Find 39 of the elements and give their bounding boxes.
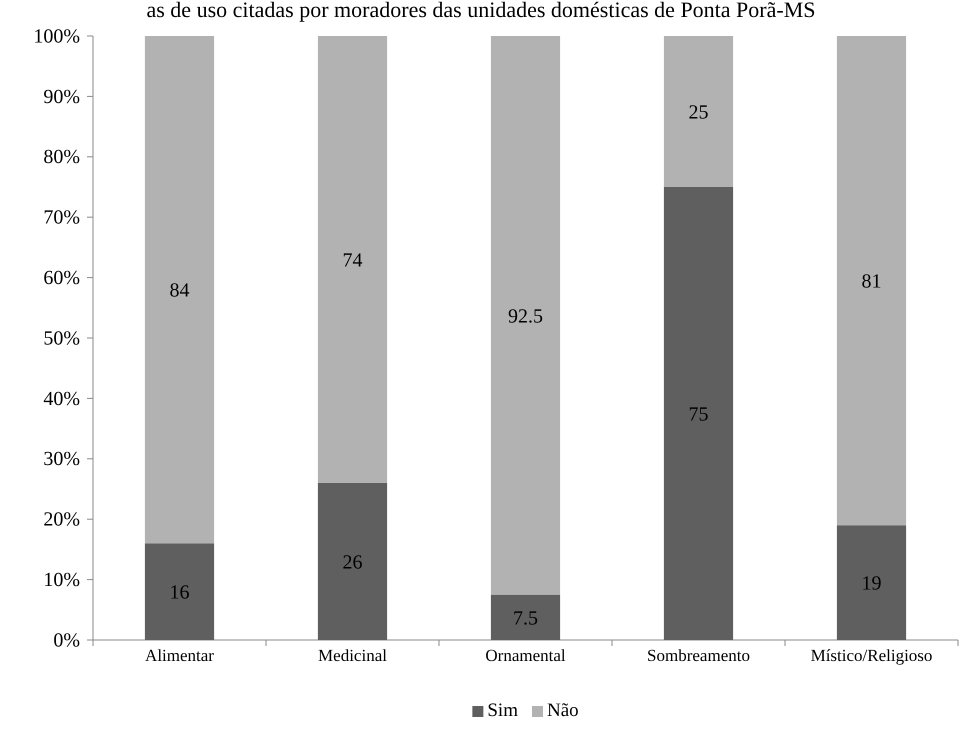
data-label: 25 (688, 102, 708, 124)
bar (836, 36, 906, 526)
x-tick-label: Ornamental (485, 646, 566, 665)
y-tick-label: 90% (43, 86, 80, 108)
x-tick-label: Alimentar (145, 646, 214, 665)
bar (664, 36, 734, 187)
data-label: 74 (342, 249, 362, 272)
data-label: 7.5 (513, 607, 538, 630)
y-tick-label: 20% (43, 508, 80, 531)
bar (490, 36, 560, 595)
x-tick-label: Sombreamento (647, 646, 750, 665)
y-tick-label: 50% (43, 327, 80, 350)
y-tick-label: 10% (43, 569, 80, 591)
y-tick-label: 60% (43, 267, 80, 289)
chart-title: as de uso citadas por moradores das unidades domésticas de Ponta Porã-MS (146, 0, 816, 22)
y-tick-label: 40% (43, 388, 80, 410)
data-label: 81 (862, 270, 882, 293)
x-tick-label: Místico/Religioso (810, 646, 932, 665)
data-label: 92.5 (508, 305, 543, 328)
y-tick-label: 30% (43, 448, 80, 470)
bar (318, 482, 388, 640)
bar (490, 594, 560, 640)
bar (836, 525, 906, 640)
x-tick-label: Medicinal (318, 646, 388, 665)
data-label: 19 (862, 572, 882, 595)
bar (144, 543, 214, 640)
y-tick-label: 80% (43, 146, 80, 168)
data-label: 16 (170, 582, 190, 604)
data-label: 26 (342, 551, 362, 574)
bar (144, 36, 214, 544)
y-tick-label: 100% (33, 25, 80, 48)
data-label: 75 (688, 404, 708, 426)
y-tick-label: 70% (43, 206, 80, 229)
legend-label: Sim (487, 700, 518, 721)
bar (318, 36, 388, 483)
data-label: 84 (170, 280, 190, 302)
legend-label: Não (546, 700, 579, 721)
y-tick-label: 0% (53, 629, 80, 652)
bar (664, 187, 734, 640)
